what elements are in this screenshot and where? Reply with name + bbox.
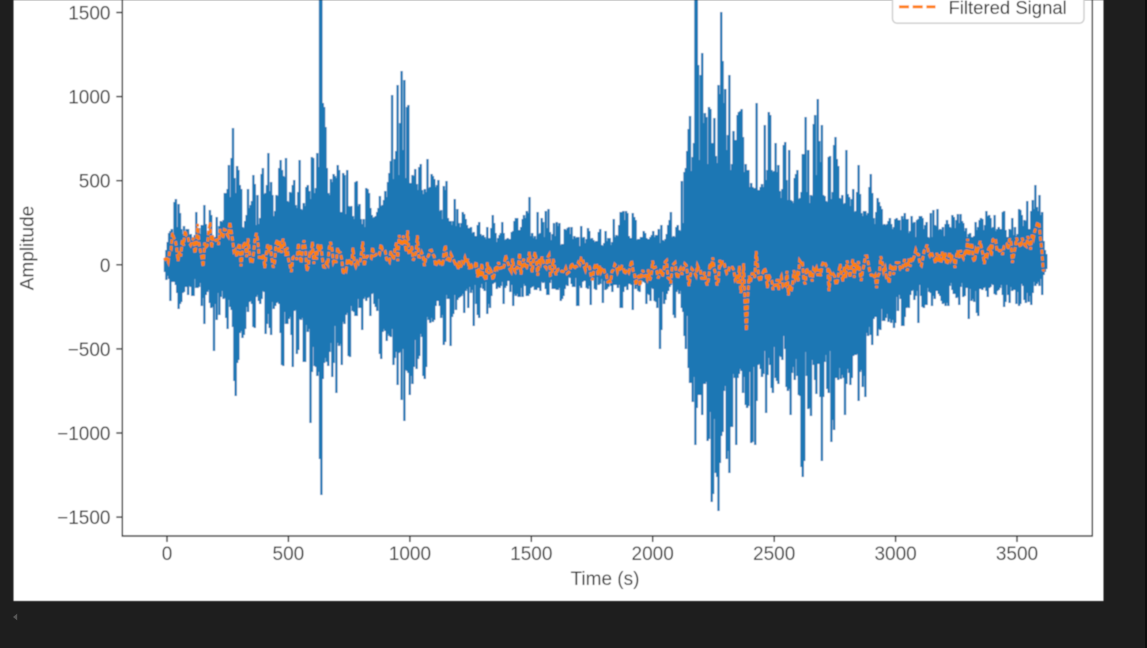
svg-text:−1500: −1500 [57,508,110,529]
svg-text:0: 0 [100,256,111,277]
svg-text:1000: 1000 [389,544,431,565]
svg-text:3500: 3500 [996,544,1038,565]
svg-text:2500: 2500 [753,544,795,565]
svg-text:Amplitude: Amplitude [18,206,39,291]
svg-text:Time (s): Time (s) [571,569,640,590]
svg-text:3000: 3000 [874,544,916,565]
svg-text:1500: 1500 [68,4,110,25]
svg-text:0: 0 [162,544,173,565]
svg-text:500: 500 [273,544,305,565]
svg-text:−500: −500 [68,340,111,361]
svg-text:−1000: −1000 [57,424,110,445]
svg-text:500: 500 [79,172,111,193]
svg-text:Filtered Signal: Filtered Signal [949,0,1067,18]
svg-text:1000: 1000 [68,88,110,109]
svg-text:2000: 2000 [632,544,674,565]
svg-text:1500: 1500 [510,544,552,565]
